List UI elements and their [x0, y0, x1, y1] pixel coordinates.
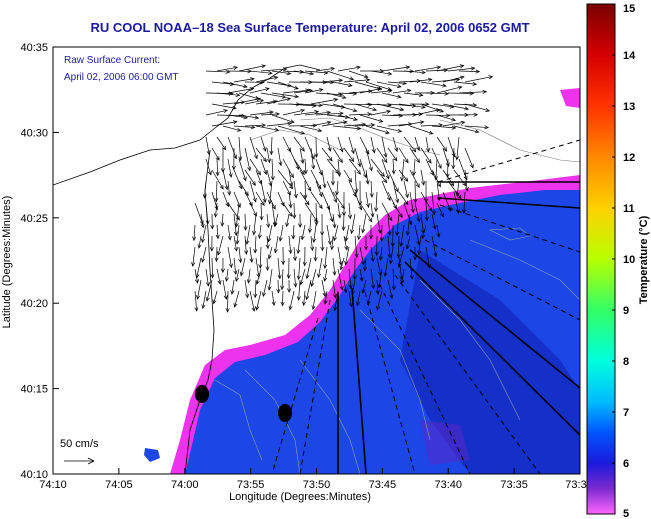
x-tick-label: 73:45	[369, 479, 397, 491]
station-dot	[278, 404, 292, 422]
x-tick-label: 74:00	[171, 479, 199, 491]
colorbar-tick-label: 15	[623, 3, 635, 15]
y-axis-ticks: 40:35 40:30 40:25 40:20 40:15 40:10	[20, 42, 59, 481]
transect-lines	[271, 139, 580, 474]
current-label-line2: April 02, 2006 06:00 GMT	[64, 72, 179, 83]
y-axis-label: Latitude (Degrees:Minutes)	[1, 196, 13, 329]
x-tick-label: 74:05	[105, 479, 133, 491]
colorbar-tick-label: 14	[623, 50, 636, 62]
colorbar-tick-label: 13	[623, 101, 635, 113]
y-tick-label: 40:10	[20, 469, 48, 481]
station-dot	[195, 385, 209, 403]
colorbar	[586, 3, 616, 515]
y-tick-label: 40:25	[20, 213, 48, 225]
x-tick-label: 74:10	[39, 479, 67, 491]
y-tick-label: 40:35	[20, 42, 48, 54]
x-tick-label: 73:35	[500, 479, 528, 491]
x-tick-label: 73:40	[434, 479, 462, 491]
x-tick-label: 73:3	[565, 479, 586, 491]
colorbar-tick-label: 9	[623, 305, 629, 317]
y-tick-label: 40:20	[20, 298, 48, 310]
colorbar-label: Temperature (°C)	[638, 215, 650, 304]
y-tick-label: 40:15	[20, 384, 48, 396]
colorbar-tick-label: 11	[623, 203, 635, 215]
scale-label: 50 cm/s	[60, 438, 99, 450]
x-axis-label: Longitude (Degrees:Minutes)	[229, 491, 371, 503]
colorbar-tick-label: 7	[623, 407, 629, 419]
scale-arrow	[64, 457, 95, 465]
colorbar-tick-label: 5	[623, 508, 629, 519]
current-vectors	[191, 64, 494, 313]
colorbar-tick-label: 12	[623, 152, 635, 164]
map-title: RU COOL NOAA–18 Sea Surface Temperature:…	[90, 20, 530, 35]
plot-area	[53, 47, 580, 474]
x-axis-ticks: 74:10 74:05 74:00 73:55 73:50 73:45 73:40 73:35…	[39, 468, 587, 491]
y-tick-label: 40:30	[20, 127, 48, 139]
colorbar-tick-label: 10	[623, 254, 635, 266]
colorbar-ticks: 15 14 13 12 11 10 9 8 7 6 5	[612, 3, 636, 519]
colorbar-tick-label: 6	[623, 458, 629, 470]
x-tick-label: 73:50	[303, 479, 331, 491]
colorbar-tick-label: 8	[623, 356, 629, 368]
current-label-line1: Raw Surface Current:	[64, 55, 160, 66]
x-tick-label: 73:55	[237, 479, 265, 491]
